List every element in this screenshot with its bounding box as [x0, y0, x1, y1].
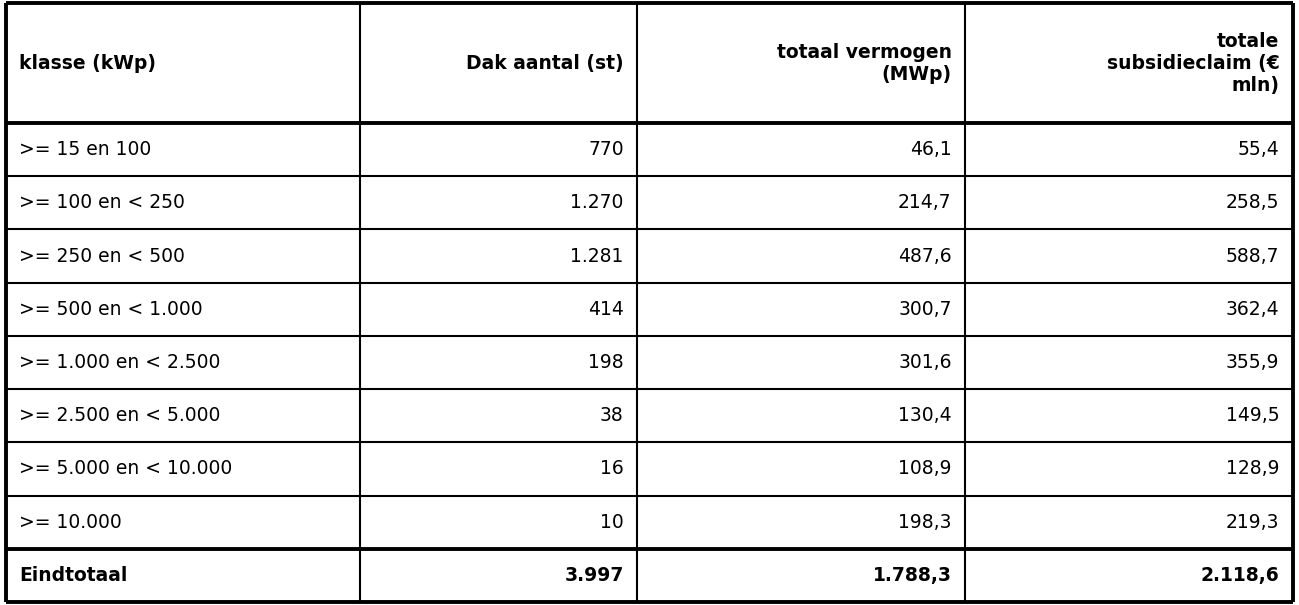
Text: 1.281: 1.281 [570, 247, 624, 266]
Text: 38: 38 [600, 406, 624, 425]
Text: 1.270: 1.270 [570, 194, 624, 212]
Text: klasse (kWp): klasse (kWp) [19, 54, 156, 73]
Text: Eindtotaal: Eindtotaal [19, 566, 127, 585]
Text: 128,9: 128,9 [1226, 459, 1280, 479]
Text: Dak aantal (st): Dak aantal (st) [466, 54, 624, 73]
Text: 770: 770 [588, 140, 624, 159]
Text: 149,5: 149,5 [1226, 406, 1280, 425]
Text: 198: 198 [588, 353, 624, 372]
Text: 108,9: 108,9 [898, 459, 952, 479]
Text: 198,3: 198,3 [898, 512, 952, 532]
Text: 2.118,6: 2.118,6 [1200, 566, 1280, 585]
Text: 55,4: 55,4 [1238, 140, 1280, 159]
Text: 487,6: 487,6 [898, 247, 952, 266]
Text: 10: 10 [600, 512, 624, 532]
Text: >= 250 en < 500: >= 250 en < 500 [19, 247, 186, 266]
Text: totaal vermogen
(MWp): totaal vermogen (MWp) [777, 42, 952, 83]
Text: 16: 16 [600, 459, 624, 479]
Text: >= 500 en < 1.000: >= 500 en < 1.000 [19, 300, 203, 319]
Text: 130,4: 130,4 [898, 406, 952, 425]
Text: 355,9: 355,9 [1226, 353, 1280, 372]
Text: >= 10.000: >= 10.000 [19, 512, 122, 532]
Text: 258,5: 258,5 [1226, 194, 1280, 212]
Text: 1.788,3: 1.788,3 [873, 566, 952, 585]
Text: 46,1: 46,1 [909, 140, 952, 159]
Text: 214,7: 214,7 [898, 194, 952, 212]
Text: >= 5.000 en < 10.000: >= 5.000 en < 10.000 [19, 459, 233, 479]
Text: totale
subsidieclaim (€
mln): totale subsidieclaim (€ mln) [1107, 31, 1280, 94]
Text: 362,4: 362,4 [1226, 300, 1280, 319]
Text: 3.997: 3.997 [564, 566, 624, 585]
Text: 414: 414 [587, 300, 624, 319]
Text: >= 15 en 100: >= 15 en 100 [19, 140, 152, 159]
Text: 300,7: 300,7 [898, 300, 952, 319]
Text: 588,7: 588,7 [1226, 247, 1280, 266]
Text: 301,6: 301,6 [898, 353, 952, 372]
Text: 219,3: 219,3 [1226, 512, 1280, 532]
Text: >= 2.500 en < 5.000: >= 2.500 en < 5.000 [19, 406, 221, 425]
Text: >= 100 en < 250: >= 100 en < 250 [19, 194, 186, 212]
Text: >= 1.000 en < 2.500: >= 1.000 en < 2.500 [19, 353, 221, 372]
